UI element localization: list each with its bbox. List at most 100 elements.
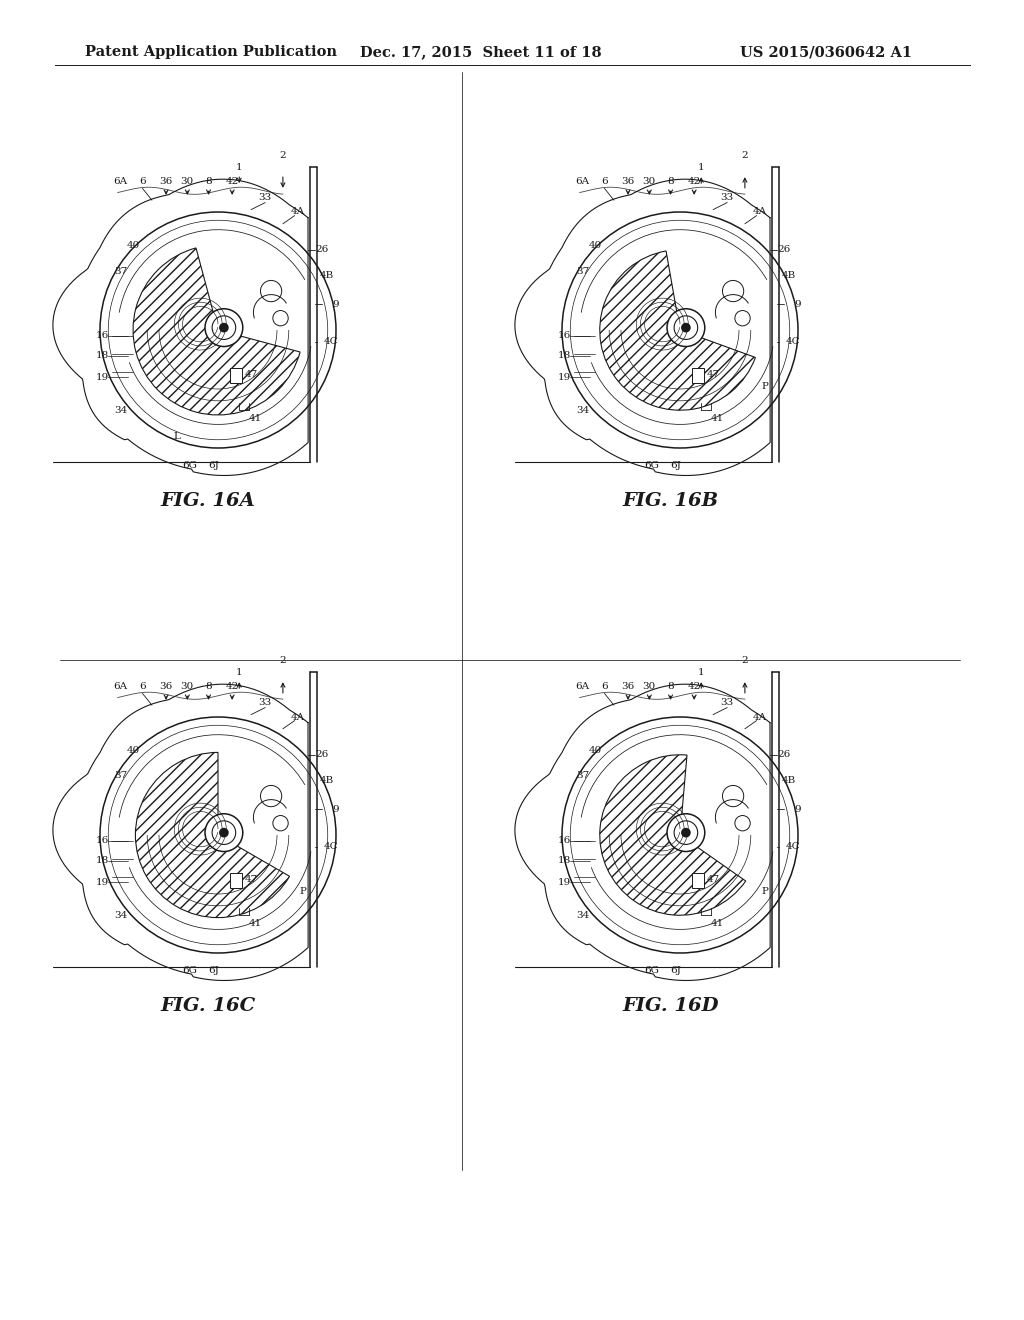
Text: 6G: 6G — [182, 461, 198, 470]
Text: 1: 1 — [698, 668, 705, 677]
Text: 26: 26 — [777, 246, 791, 255]
Text: 4C: 4C — [324, 842, 339, 851]
Text: 1: 1 — [698, 162, 705, 172]
Text: 4C: 4C — [324, 338, 339, 346]
Text: 4A: 4A — [291, 713, 305, 722]
Text: 4C: 4C — [786, 338, 801, 346]
Text: 47: 47 — [707, 371, 720, 379]
Text: FIG. 16C: FIG. 16C — [160, 997, 255, 1015]
Text: 19: 19 — [95, 878, 109, 887]
Text: 42: 42 — [687, 177, 700, 186]
Text: 33: 33 — [259, 698, 271, 708]
Text: 6G: 6G — [182, 966, 198, 975]
Text: 42: 42 — [687, 682, 700, 690]
Text: 6J: 6J — [208, 966, 219, 975]
Text: 2: 2 — [741, 656, 749, 665]
Text: 42: 42 — [225, 682, 239, 690]
Text: 34: 34 — [115, 911, 128, 920]
Circle shape — [220, 323, 228, 331]
Circle shape — [723, 280, 743, 302]
Text: 9: 9 — [795, 804, 802, 813]
Text: 8: 8 — [205, 682, 212, 690]
Text: 34: 34 — [577, 405, 590, 414]
Text: 33: 33 — [721, 698, 734, 708]
Circle shape — [220, 829, 228, 837]
Circle shape — [735, 310, 751, 326]
Text: 6A: 6A — [575, 177, 589, 186]
Text: US 2015/0360642 A1: US 2015/0360642 A1 — [740, 45, 912, 59]
Text: 18: 18 — [558, 351, 571, 360]
Text: 4A: 4A — [754, 207, 767, 216]
Text: 6: 6 — [601, 177, 608, 186]
Text: 4A: 4A — [754, 713, 767, 722]
Text: 8: 8 — [205, 177, 212, 186]
Text: 47: 47 — [707, 875, 720, 884]
Text: 16: 16 — [95, 837, 109, 845]
Circle shape — [667, 309, 705, 347]
Text: 1: 1 — [236, 668, 243, 677]
Text: 1: 1 — [236, 162, 243, 172]
Bar — [229, 368, 242, 383]
Text: 36: 36 — [622, 177, 635, 186]
Text: 40: 40 — [126, 240, 139, 249]
Wedge shape — [135, 752, 290, 917]
Text: 41: 41 — [249, 414, 262, 422]
Text: P: P — [762, 383, 768, 391]
Text: L: L — [173, 432, 180, 441]
Text: 9: 9 — [333, 300, 339, 309]
Circle shape — [212, 821, 236, 845]
Text: 6A: 6A — [113, 682, 127, 690]
Circle shape — [674, 821, 697, 845]
Text: 4B: 4B — [319, 776, 334, 785]
Circle shape — [205, 309, 243, 347]
Text: 37: 37 — [115, 267, 128, 276]
Text: 16: 16 — [95, 331, 109, 341]
Circle shape — [272, 310, 288, 326]
Text: 18: 18 — [95, 351, 109, 360]
Text: 26: 26 — [315, 750, 329, 759]
Text: 37: 37 — [577, 267, 590, 276]
Circle shape — [723, 785, 743, 807]
Bar — [229, 873, 242, 888]
Text: 6: 6 — [139, 177, 145, 186]
Text: 30: 30 — [643, 177, 656, 186]
Circle shape — [735, 816, 751, 830]
Text: 6J: 6J — [670, 966, 681, 975]
Text: 4B: 4B — [781, 271, 796, 280]
Text: 4B: 4B — [319, 271, 334, 280]
Text: 19: 19 — [95, 372, 109, 381]
Text: FIG. 16A: FIG. 16A — [160, 492, 255, 510]
Text: 36: 36 — [160, 682, 173, 690]
Text: 40: 40 — [589, 240, 602, 249]
Bar — [692, 368, 703, 383]
Text: 9: 9 — [795, 300, 802, 309]
Text: 6G: 6G — [644, 966, 659, 975]
Text: 6: 6 — [139, 682, 145, 690]
Text: 6A: 6A — [113, 177, 127, 186]
Text: 41: 41 — [249, 919, 262, 928]
Text: 47: 47 — [245, 875, 258, 884]
Text: 2: 2 — [280, 150, 287, 160]
Text: 18: 18 — [95, 857, 109, 866]
Circle shape — [260, 785, 282, 807]
Text: 18: 18 — [558, 857, 571, 866]
Text: 37: 37 — [577, 771, 590, 780]
Wedge shape — [600, 251, 756, 411]
Text: 6G: 6G — [644, 461, 659, 470]
Text: 30: 30 — [643, 682, 656, 690]
Text: P: P — [300, 887, 306, 896]
Text: 8: 8 — [668, 177, 674, 186]
Text: 37: 37 — [115, 771, 128, 780]
Text: Dec. 17, 2015  Sheet 11 of 18: Dec. 17, 2015 Sheet 11 of 18 — [360, 45, 602, 59]
Text: 34: 34 — [577, 911, 590, 920]
Text: 2: 2 — [741, 150, 749, 160]
Text: 16: 16 — [558, 837, 571, 845]
Text: 6: 6 — [601, 682, 608, 690]
Text: 6A: 6A — [575, 682, 589, 690]
Text: 26: 26 — [315, 246, 329, 255]
Text: 6J: 6J — [208, 461, 219, 470]
Text: 9: 9 — [333, 804, 339, 813]
Text: 33: 33 — [259, 193, 271, 202]
Wedge shape — [133, 248, 300, 414]
Text: 6J: 6J — [670, 461, 681, 470]
